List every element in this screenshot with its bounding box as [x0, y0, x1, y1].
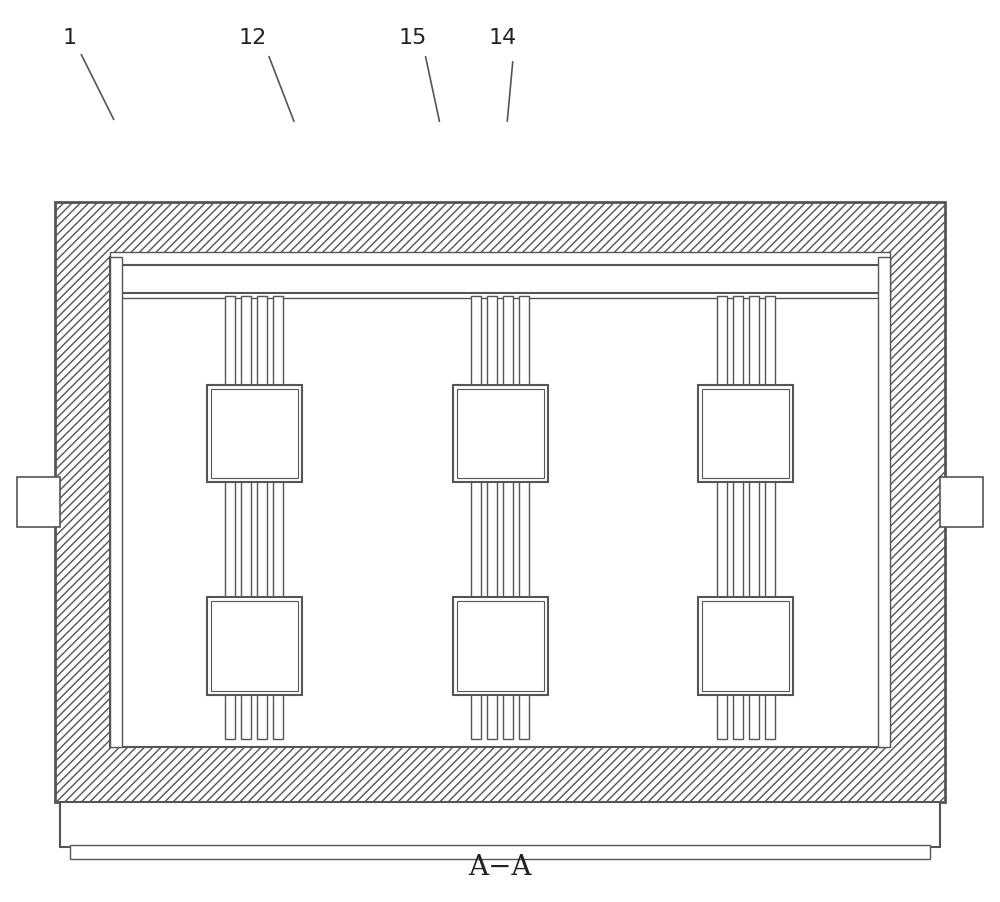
Bar [60, 802, 940, 847]
Bar [17, 477, 60, 528]
Bar [225, 297, 235, 739]
Bar [457, 602, 544, 691]
Bar [70, 845, 930, 859]
Bar [698, 385, 793, 483]
Bar [878, 258, 890, 747]
Text: 14: 14 [489, 28, 517, 48]
Bar [115, 266, 885, 294]
Bar [733, 297, 743, 739]
Bar [487, 297, 497, 739]
Bar [55, 203, 945, 802]
Bar [702, 602, 789, 691]
Bar [698, 598, 793, 695]
Text: A−A: A−A [468, 853, 532, 880]
Bar [257, 297, 267, 739]
Text: 15: 15 [399, 28, 427, 48]
Bar [749, 297, 759, 739]
Bar [457, 389, 544, 479]
Bar [110, 258, 122, 747]
Text: 12: 12 [239, 28, 267, 48]
Bar [717, 297, 727, 739]
Bar [110, 253, 890, 299]
Bar [453, 385, 548, 483]
Bar [211, 389, 298, 479]
Bar [273, 297, 283, 739]
Text: 1: 1 [63, 28, 77, 48]
Bar [471, 297, 481, 739]
Bar [110, 258, 890, 747]
Bar [519, 297, 529, 739]
Bar [765, 297, 775, 739]
Bar [241, 297, 251, 739]
Bar [211, 602, 298, 691]
Bar [503, 297, 513, 739]
Bar [453, 598, 548, 695]
Bar [207, 385, 302, 483]
Bar [207, 598, 302, 695]
Bar [702, 389, 789, 479]
Bar [940, 477, 983, 528]
